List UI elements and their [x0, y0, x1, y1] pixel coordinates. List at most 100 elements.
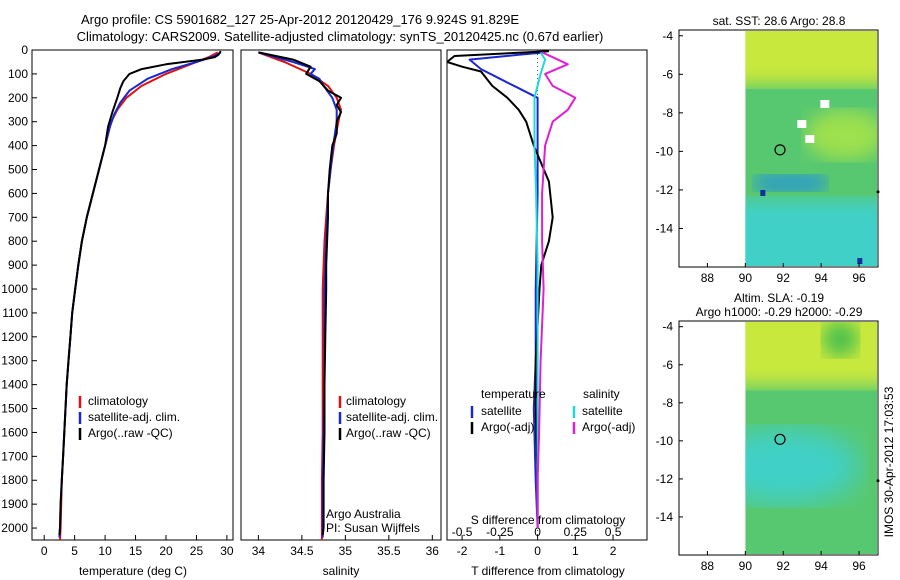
depth-tick-label: 900: [8, 258, 28, 272]
s-difference-ticks: -0.5 -0.25 0 0.25 0.5: [452, 525, 622, 539]
difference-axes-frame: [446, 49, 648, 541]
sst-cool-south: [745, 200, 877, 266]
salinity-panel: 34 34.5 35 35.5 36 salinity climatology sate…: [240, 49, 442, 578]
depth-tick-label: 1100: [2, 306, 28, 320]
sla-field-cells: [745, 322, 877, 554]
map-x-tick-label: 96: [852, 559, 866, 573]
salinity-x-tick-label: 35: [339, 544, 353, 558]
depth-tick-label: 1800: [1, 473, 28, 487]
header-line2: Climatology: CARS2009. Satellite-adjuste…: [77, 29, 604, 44]
salinity-axes-frame: [240, 49, 442, 541]
depth-y-ticks: 0 100 200 300 400 500 600 700 800 900 1000 1100 1200…: [1, 43, 37, 535]
legend-label-satellite-s: satellite-adj. clim.: [346, 410, 438, 424]
sla-map-title-2: Argo h1000: -0.29 h2000: -0.29: [696, 305, 863, 319]
map-y-tick-label: -12: [656, 472, 674, 486]
legend-label-t-argo: Argo(-adj): [481, 420, 534, 434]
map-x-tick-label: 90: [739, 559, 753, 573]
temperature-line-argo: [58, 50, 222, 536]
map-y-tick-label: -10: [656, 144, 674, 158]
sst-warm-north: [745, 31, 877, 85]
temperature-x-tick-label: 30: [220, 544, 234, 558]
s-difference-tick-label: -0.25: [486, 525, 514, 539]
map-y-tick-label: -14: [656, 510, 674, 524]
depth-tick-label: 100: [8, 67, 28, 81]
map-x-tick-label: 88: [701, 271, 715, 285]
sst-warm-patch: [805, 110, 877, 160]
argo-location-marker-sla: [774, 433, 786, 445]
sst-map-title: sat. SST: 28.6 Argo: 28.8: [713, 14, 846, 28]
sla-field: [745, 322, 877, 554]
map-y-tick-label: -4: [662, 320, 673, 334]
legend-label-t-satellite: satellite: [481, 404, 522, 418]
legend-label-satellite: satellite-adj. clim.: [88, 410, 180, 424]
sst-map-panel: sat. SST: 28.6 Argo: 28.8 88 90 92 94 96 -4 -6…: [656, 14, 880, 285]
sst-missing-cell: [820, 100, 830, 108]
temperature-x-tick-label: 5: [71, 544, 78, 558]
sla-map-title-1: Altim. SLA: -0.19: [734, 291, 824, 305]
depth-tick-label: 1400: [1, 378, 28, 392]
temperature-x-tick-label: 15: [129, 544, 143, 558]
depth-tick-label: 2000: [1, 521, 28, 535]
t-difference-x-tick-label: 0: [534, 544, 541, 558]
sst-cold-band: [755, 175, 826, 191]
t-difference-x-tick-label: -1: [494, 544, 505, 558]
temperature-panel: 0 5 10 15 20 25 30 0 100 200 300 400 500 600 700 800 90…: [1, 43, 234, 578]
depth-tick-label: 800: [8, 234, 28, 248]
map-x-tick-label: 90: [739, 271, 753, 285]
salinity-series: [258, 51, 342, 540]
depth-tick-label: 0: [21, 43, 28, 57]
temperature-x-tick-label: 25: [190, 544, 204, 558]
legend-title-temperature: temperature: [481, 387, 546, 401]
depth-tick-label: 1000: [1, 282, 28, 296]
temperature-x-tick-label: 20: [159, 544, 173, 558]
temperature-x-tick-label: 0: [41, 544, 48, 558]
depth-tick-label: 500: [8, 163, 28, 177]
depth-tick-label: 600: [8, 186, 28, 200]
annotation-pi-name: PI: Susan Wijffels: [326, 521, 420, 535]
legend-label-s-satellite: satellite: [582, 404, 623, 418]
difference-series: [447, 50, 577, 540]
map-x-tick-label: 92: [777, 559, 791, 573]
map-y-tick-label: -10: [656, 434, 674, 448]
map-x-tick-label: 92: [777, 271, 791, 285]
header-line1: Argo profile: CS 5901682_127 25-Apr-2012…: [81, 12, 519, 27]
temperature-series: [58, 50, 222, 540]
map-y-tick-label: -12: [656, 183, 674, 197]
sla-map-panel: Altim. SLA: -0.19 Argo h1000: -0.29 h200…: [656, 291, 880, 573]
sst-map-ticks: 88 90 92 94 96 -4 -6 -8 -10 -12 -14: [656, 29, 880, 285]
legend-label-climatology-s: climatology: [346, 394, 406, 408]
map-y-tick-label: -14: [656, 221, 674, 235]
difference-panel: -2 -1 0 1 2 -0.5 -0.25 0 0.25 0.5 T difference f…: [446, 49, 648, 578]
s-difference-tick-label: -0.5: [452, 525, 473, 539]
difference-line-sat-T: [468, 51, 546, 529]
legend-label-argo: Argo(..raw -QC): [88, 426, 173, 440]
sla-map-ticks: 88 90 92 94 96 -4 -6 -8 -10 -12 -14: [656, 320, 880, 573]
t-difference-x-tick-label: 2: [610, 544, 617, 558]
sst-field-cells: [745, 31, 877, 266]
salinity-x-ticks: 34 34.5 35 35.5 36: [252, 535, 439, 558]
salinity-legend: climatology satellite-adj. clim. Argo(..…: [338, 394, 438, 440]
difference-x-ticks: -2 -1 0 1 2: [457, 535, 617, 558]
salinity-x-tick-label: 34.5: [290, 544, 314, 558]
sst-missing-cell: [805, 135, 815, 143]
salinity-line-argo: [258, 51, 342, 536]
sst-cold-cell: [857, 258, 863, 264]
imos-timestamp: IMOS 30-Apr-2012 17:03:53: [882, 386, 896, 537]
temperature-axes-frame: [31, 49, 234, 541]
legend-title-salinity: salinity: [583, 387, 620, 401]
map-x-tick-label: 88: [701, 559, 715, 573]
s-difference-tick-label: 0.5: [605, 525, 622, 539]
annotation-argo-australia: Argo Australia: [326, 507, 401, 521]
map-x-tick-label: 94: [814, 559, 828, 573]
temperature-legend: climatology satellite-adj. clim. Argo(..…: [78, 394, 180, 440]
map-y-tick-label: -8: [662, 106, 673, 120]
map-edge-marker: [876, 479, 880, 483]
temperature-x-tick-label: 10: [98, 544, 112, 558]
depth-tick-label: 400: [8, 139, 28, 153]
sla-low-eddy: [745, 428, 861, 504]
map-y-tick-label: -6: [662, 67, 673, 81]
difference-x-label: T difference from climatology: [471, 564, 625, 578]
salinity-x-tick-label: 34: [252, 544, 266, 558]
s-difference-label: S difference from climatology: [471, 513, 626, 527]
